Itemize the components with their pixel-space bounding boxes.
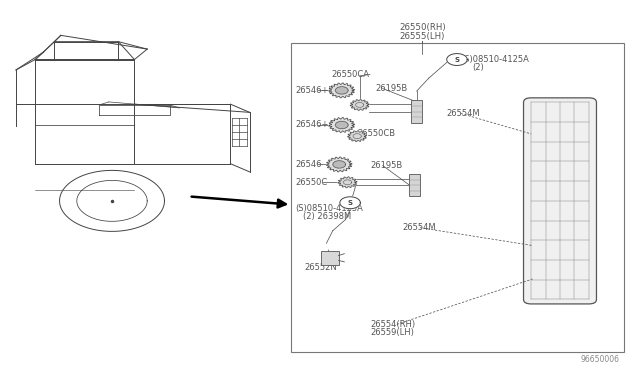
Text: S: S: [454, 57, 460, 62]
Bar: [409, 174, 420, 196]
Polygon shape: [447, 54, 467, 65]
Text: 26195B: 26195B: [375, 84, 407, 93]
Polygon shape: [340, 197, 360, 209]
Text: (2) 26398M: (2) 26398M: [303, 212, 351, 221]
Text: 26550CB: 26550CB: [357, 129, 396, 138]
Text: 26550CA: 26550CA: [332, 70, 369, 79]
Text: 26546+A: 26546+A: [295, 121, 334, 129]
Bar: [411, 100, 422, 123]
Text: (2): (2): [472, 63, 484, 72]
Text: 26550(RH): 26550(RH): [399, 23, 445, 32]
Polygon shape: [329, 83, 355, 98]
Text: 26554M: 26554M: [447, 109, 481, 118]
Polygon shape: [348, 131, 367, 142]
Polygon shape: [350, 99, 369, 110]
Polygon shape: [338, 177, 357, 188]
Text: 26552N: 26552N: [305, 263, 337, 272]
Polygon shape: [335, 87, 348, 94]
Bar: [321, 251, 339, 265]
Text: 26550C: 26550C: [295, 178, 327, 187]
Text: 26546: 26546: [295, 160, 321, 169]
Bar: [291, 43, 624, 352]
Polygon shape: [333, 161, 346, 168]
Text: (S)08510-4125A: (S)08510-4125A: [295, 204, 363, 213]
Polygon shape: [335, 121, 348, 129]
Polygon shape: [326, 157, 352, 172]
Text: (S)08510-4125A: (S)08510-4125A: [461, 55, 529, 64]
Text: 26559(LH): 26559(LH): [370, 328, 414, 337]
Polygon shape: [329, 118, 355, 132]
Text: S: S: [348, 200, 353, 206]
Text: 26195B: 26195B: [370, 161, 402, 170]
Text: 26554(RH): 26554(RH): [370, 320, 415, 329]
Text: 26546+B: 26546+B: [295, 86, 334, 95]
Text: 26555(LH): 26555(LH): [400, 32, 445, 41]
Text: 26554M: 26554M: [402, 223, 436, 232]
Text: 96650006: 96650006: [580, 355, 620, 364]
FancyBboxPatch shape: [524, 98, 596, 304]
